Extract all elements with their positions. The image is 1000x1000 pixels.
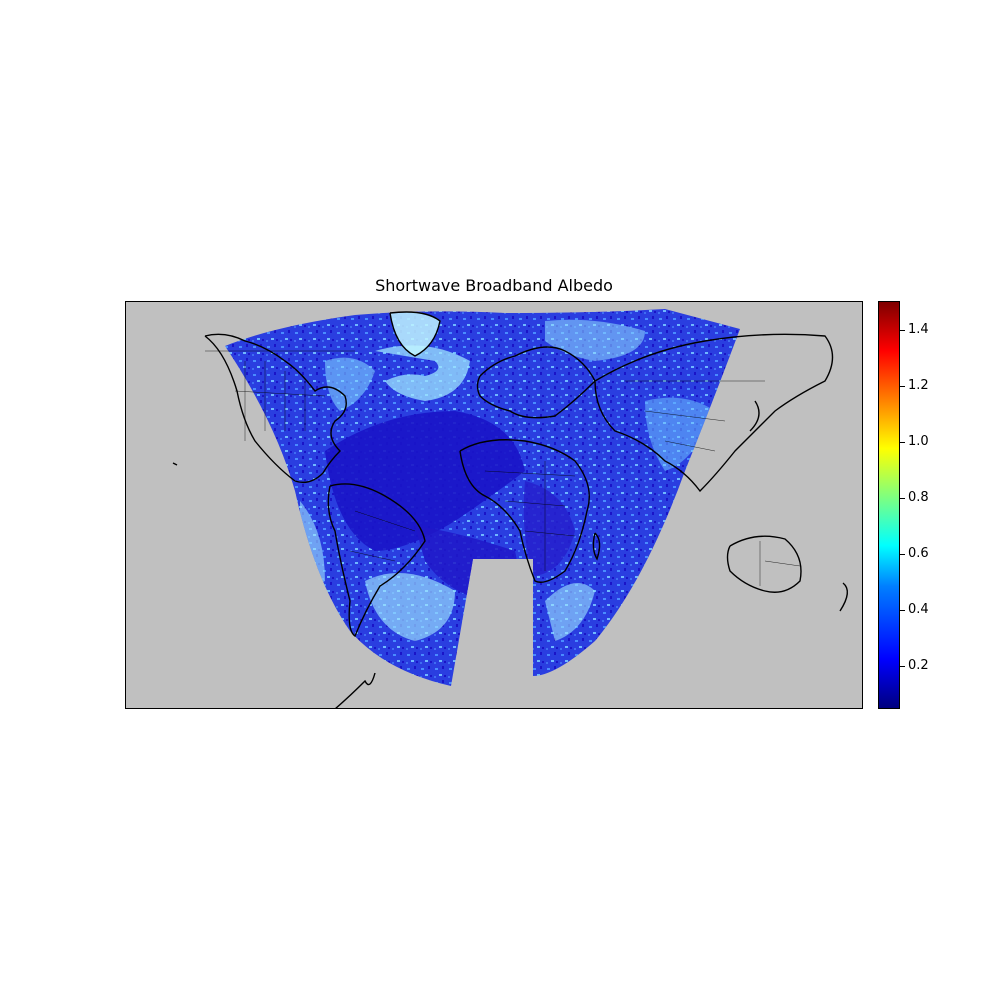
colorbar-tick-label: 0.6 bbox=[908, 546, 929, 561]
colorbar-tick bbox=[900, 666, 905, 667]
colorbar-tick-label: 0.8 bbox=[908, 490, 929, 505]
colorbar-tick bbox=[900, 386, 905, 387]
colorbar-tick bbox=[900, 610, 905, 611]
colorbar-gradient bbox=[878, 301, 900, 709]
colorbar-tick bbox=[900, 330, 905, 331]
map-title: Shortwave Broadband Albedo bbox=[375, 276, 613, 295]
colorbar-tick-label: 1.2 bbox=[908, 378, 929, 393]
colorbar-tick-label: 0.4 bbox=[908, 602, 929, 617]
colorbar: 0.2 0.4 0.6 0.8 1.0 1.2 1.4 bbox=[878, 301, 929, 709]
colorbar-tick-label: 1.0 bbox=[908, 434, 929, 449]
coastlines bbox=[172, 311, 848, 709]
albedo-map bbox=[125, 301, 863, 709]
colorbar-tick bbox=[900, 554, 905, 555]
colorbar-tick-label: 0.2 bbox=[908, 658, 929, 673]
colorbar-tick bbox=[900, 498, 905, 499]
country-borders bbox=[205, 350, 801, 586]
colorbar-tick-label: 1.4 bbox=[908, 322, 929, 337]
colorbar-tick bbox=[900, 442, 905, 443]
